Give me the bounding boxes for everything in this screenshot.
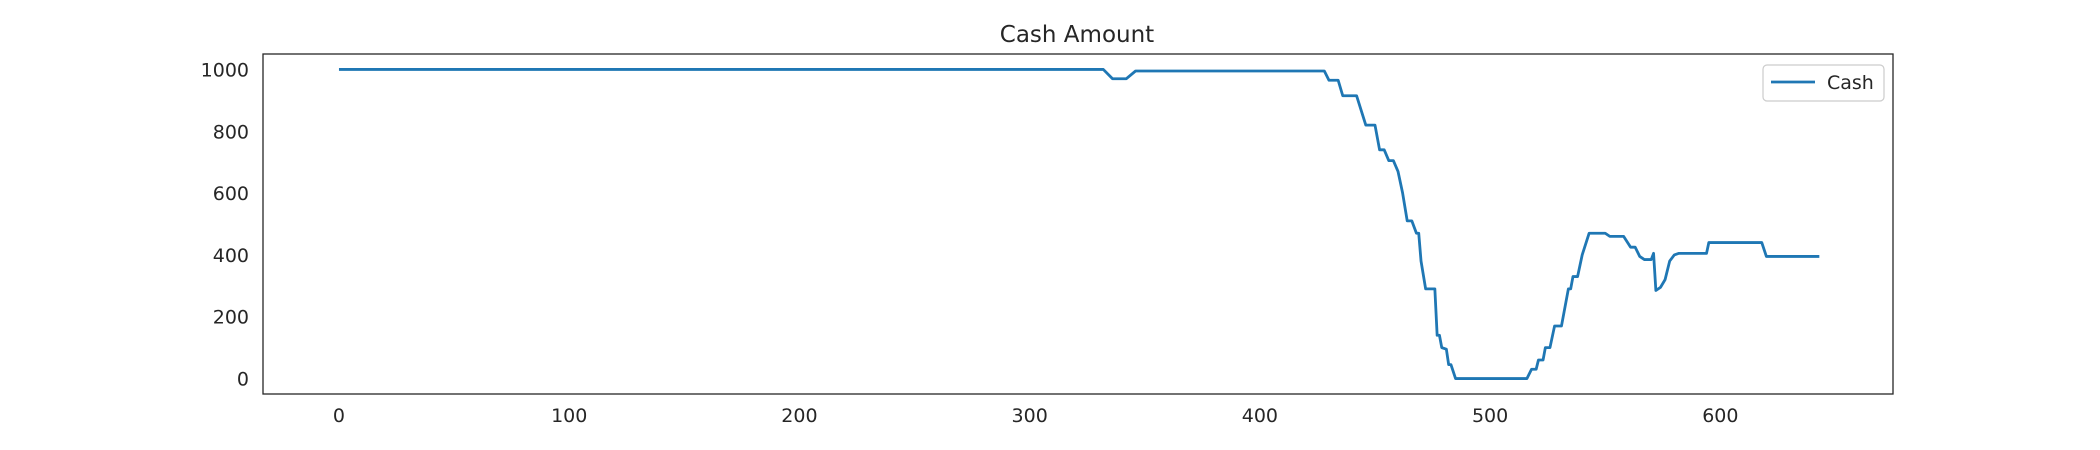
chart-title: Cash Amount	[1000, 22, 1154, 48]
y-tick-label: 1000	[201, 59, 249, 81]
y-tick-label: 400	[213, 245, 249, 267]
legend-label-cash: Cash	[1827, 72, 1874, 94]
x-tick-label: 400	[1242, 405, 1278, 427]
series-line-cash	[338, 68, 1820, 380]
y-tick-label: 200	[213, 307, 249, 329]
y-tick-label: 600	[213, 183, 249, 205]
x-tick-label: 600	[1702, 405, 1738, 427]
y-tick-label: 0	[237, 369, 249, 391]
y-tick-label: 800	[213, 121, 249, 143]
plot-area-frame	[262, 53, 1894, 395]
legend-box	[1762, 64, 1885, 102]
y-axis-tick-labels: 0 200 400 600 800 1000	[201, 59, 249, 390]
x-tick-label: 100	[551, 405, 587, 427]
x-tick-label: 300	[1012, 405, 1048, 427]
x-tick-label: 200	[781, 405, 817, 427]
x-tick-label: 0	[333, 405, 345, 427]
legend: Cash	[1762, 64, 1885, 102]
x-tick-label: 500	[1472, 405, 1508, 427]
series-layer	[338, 68, 1820, 380]
x-axis-tick-labels: 0 100 200 300 400 500 600	[333, 405, 1739, 427]
